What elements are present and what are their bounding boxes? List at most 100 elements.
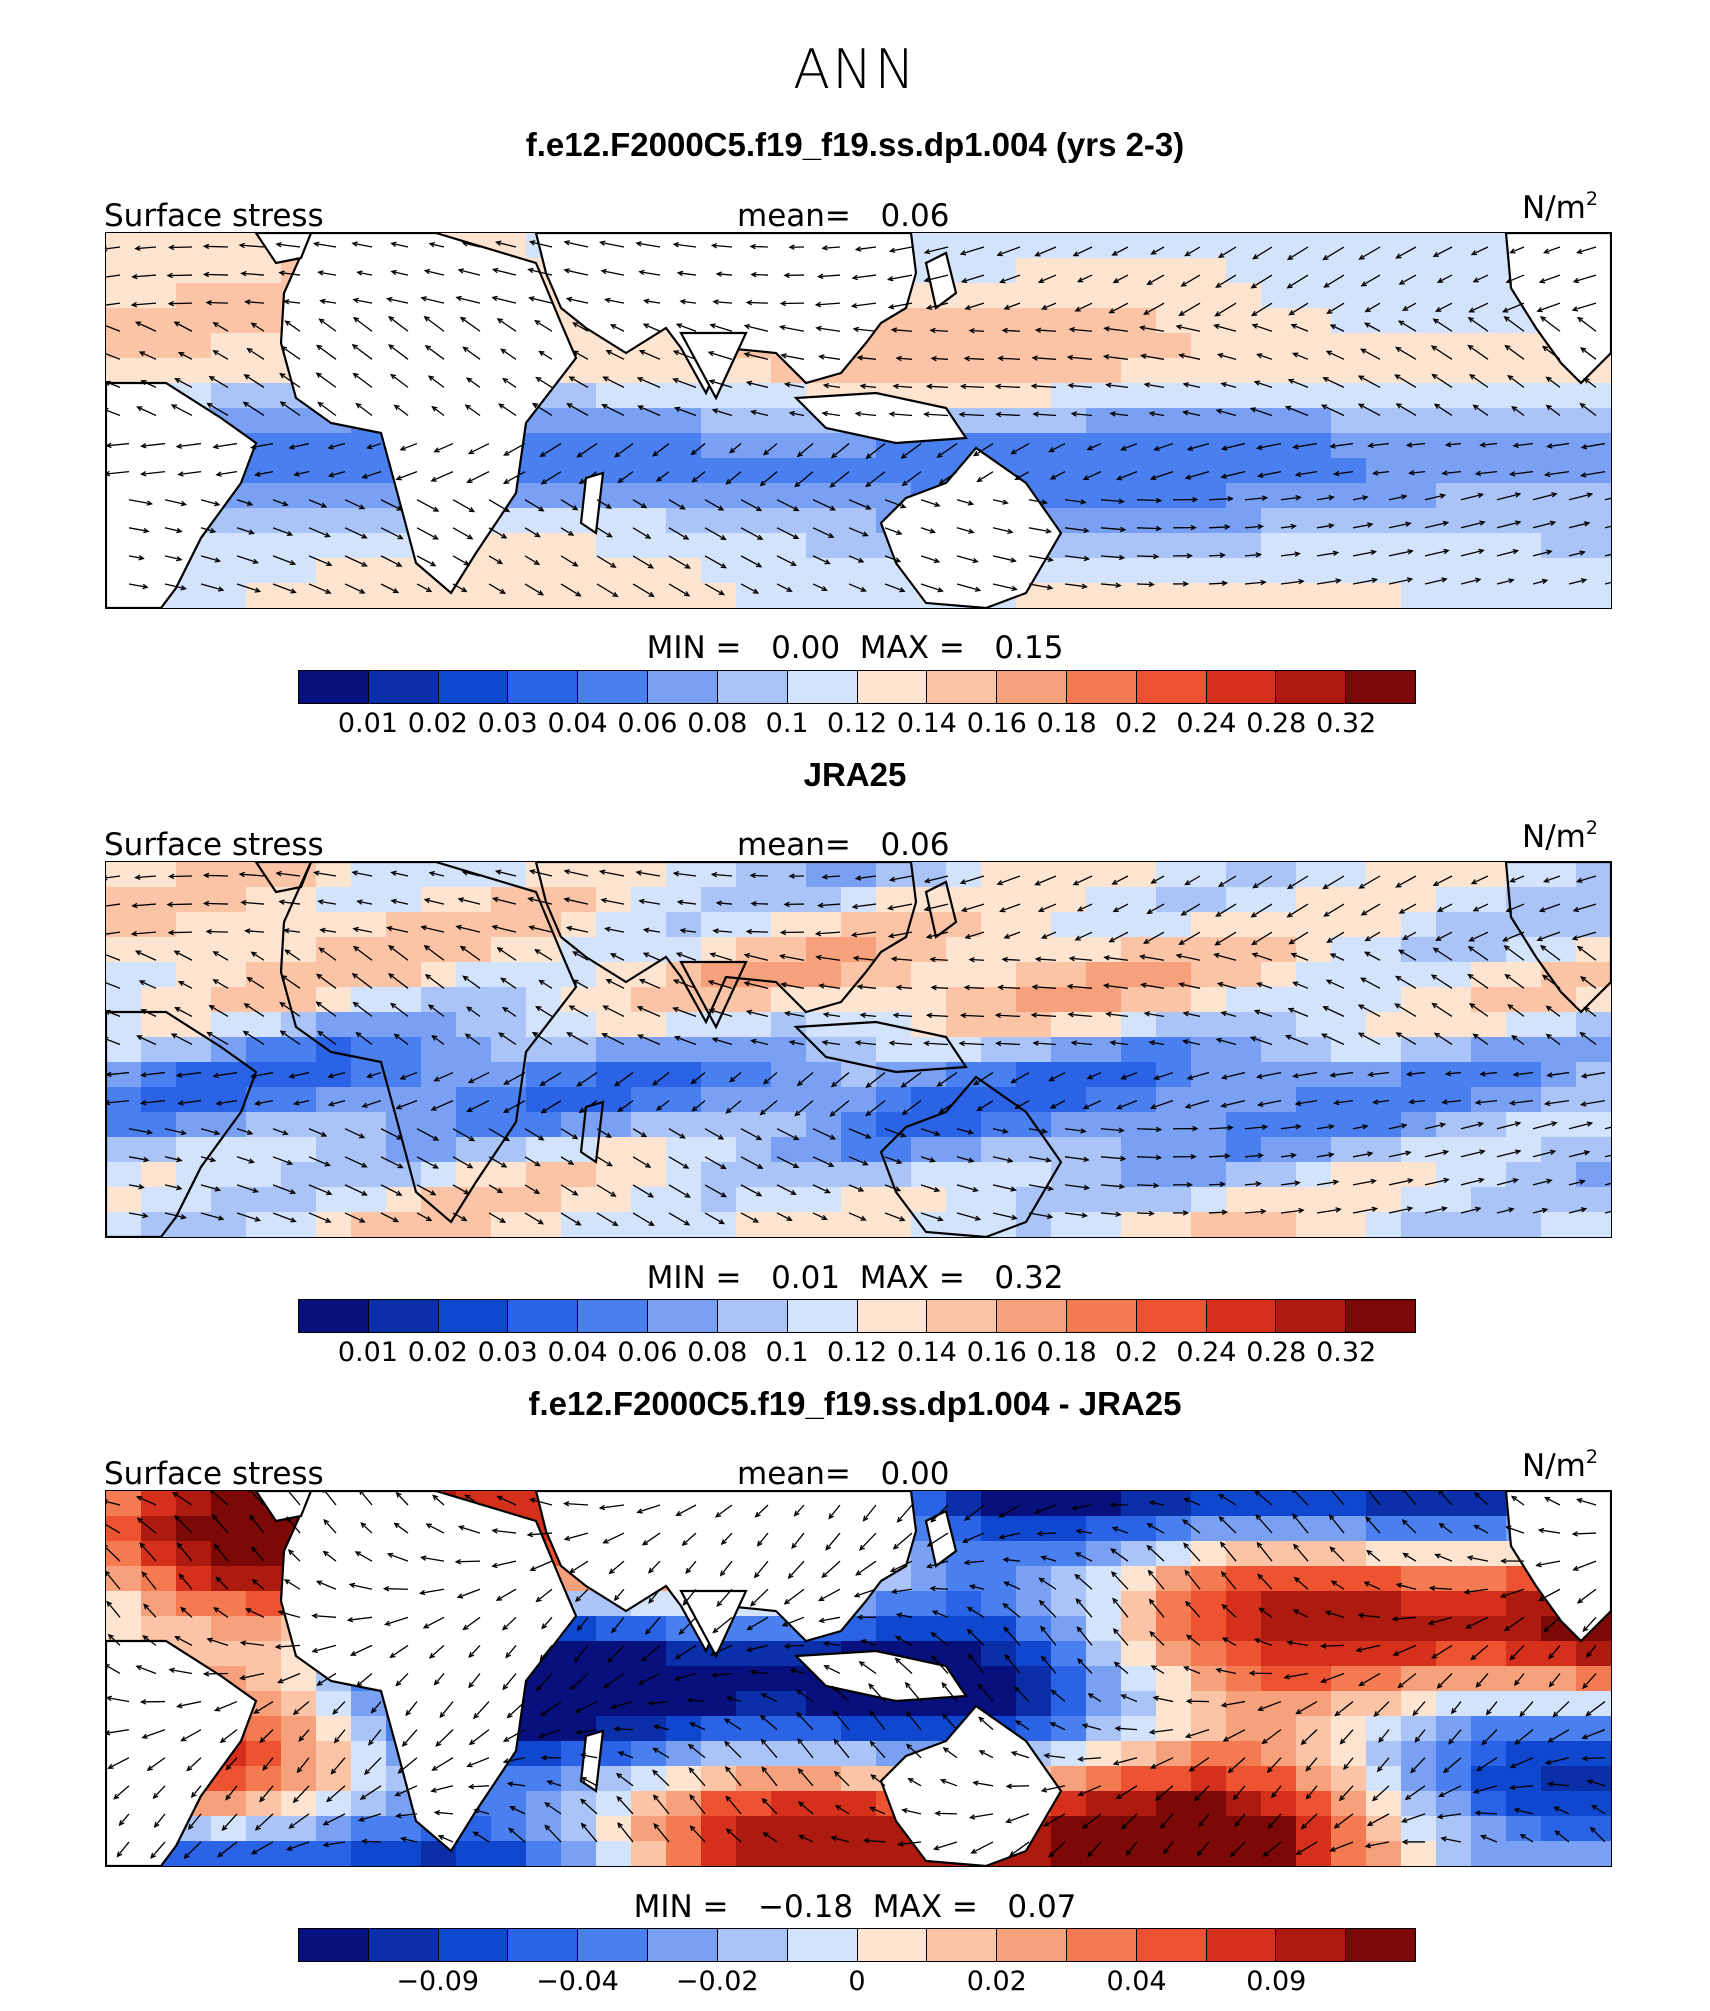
field-cell [1016, 1162, 1052, 1188]
vector-shaft [641, 1644, 661, 1662]
vector-head [176, 1156, 183, 1163]
vector-head [610, 1703, 617, 1710]
vector-head [352, 945, 360, 952]
vector-head [1507, 1003, 1514, 1010]
vector-shaft [204, 273, 229, 276]
field-cell [1331, 1716, 1367, 1742]
colorbar-tick-label: 0.03 [477, 1337, 538, 1368]
vector-head [1153, 553, 1160, 560]
vector-head [793, 506, 800, 512]
field-cell [1226, 258, 1262, 284]
vector-shaft [750, 1588, 769, 1607]
field-cell [1401, 1137, 1437, 1163]
vector-shaft [212, 1514, 229, 1534]
vector-head [1215, 911, 1222, 917]
vector-shaft [852, 903, 877, 908]
field-cell [1366, 1766, 1402, 1792]
field-cell [806, 1816, 842, 1842]
vector-head [143, 1156, 150, 1163]
vector-shaft [825, 1532, 841, 1550]
field-cell [1366, 1566, 1402, 1592]
field-cell [1156, 1062, 1192, 1088]
vector-shaft [863, 1504, 877, 1521]
field-cell [1086, 1162, 1122, 1188]
field-cell [736, 1112, 772, 1138]
field-cell [701, 1766, 737, 1792]
vector-head [967, 1129, 975, 1135]
vector-head [1501, 307, 1509, 313]
field-cell [1226, 458, 1262, 484]
vector-shaft [577, 443, 598, 458]
vector-head [755, 1135, 763, 1141]
field-cell [1156, 1212, 1192, 1237]
vector-head [757, 534, 764, 540]
field-cell [1296, 887, 1332, 913]
vector-shaft [1568, 551, 1585, 557]
field-cell [841, 1716, 877, 1742]
field-cell [1191, 558, 1227, 584]
vector-shaft [1586, 1644, 1597, 1658]
vector-head [1335, 578, 1342, 584]
vector-head [139, 1542, 146, 1549]
vector-shaft [1572, 302, 1597, 311]
vector-shaft [1548, 1644, 1561, 1659]
field-cell [596, 1137, 632, 1163]
field-cell [736, 1666, 772, 1692]
vector-shaft [181, 1729, 202, 1742]
vector-head [925, 1012, 933, 1019]
vector-shaft [785, 383, 805, 389]
vector-head [131, 273, 138, 280]
field-cell [1156, 258, 1192, 284]
vector-head [506, 1712, 513, 1719]
vector-head [850, 931, 858, 938]
vector-head [1398, 279, 1405, 285]
vector-head [1080, 499, 1087, 505]
field-cell [176, 1516, 212, 1542]
field-cell [106, 308, 142, 334]
vector-head [180, 1736, 187, 1742]
vector-head [503, 1079, 510, 1085]
vector-shaft [251, 442, 274, 449]
field-cell [701, 1162, 737, 1188]
vector-head [830, 1081, 837, 1088]
field-cell [1331, 483, 1367, 509]
field-cell [1331, 308, 1367, 334]
vector-head [418, 1589, 426, 1596]
vector-shaft [1577, 246, 1597, 254]
field-cell [1331, 912, 1367, 938]
vector-head [964, 304, 971, 311]
field-cell [841, 862, 877, 888]
vector-shaft [956, 555, 978, 563]
vector-head [719, 1570, 726, 1577]
vector-shaft [243, 401, 265, 417]
vector-shaft [1076, 1598, 1093, 1618]
vector-shaft [992, 499, 1008, 504]
vector-shaft [637, 1006, 661, 1017]
field-cell [806, 558, 842, 584]
vector-shaft [1374, 1701, 1390, 1717]
vector-shaft [1469, 374, 1489, 388]
vector-shaft [529, 297, 553, 304]
vector-head [1360, 910, 1367, 916]
vector-shaft [344, 1156, 367, 1168]
vector-head [598, 869, 606, 875]
vector-head [346, 1616, 354, 1623]
colorbar-swatch [368, 1300, 439, 1332]
vector-shaft [1140, 326, 1165, 332]
coastlines [106, 233, 1611, 608]
vector-head [462, 346, 469, 353]
vector-head [856, 355, 863, 361]
field-cell [981, 887, 1017, 913]
vector-head [778, 324, 786, 331]
field-cell [1471, 1566, 1507, 1592]
vector-shaft [632, 1156, 651, 1168]
vector-head [925, 933, 933, 939]
vector-head [818, 1617, 825, 1624]
vector-shaft [106, 325, 121, 332]
vector-head [901, 480, 908, 487]
vector-head [1503, 1625, 1511, 1632]
field-cell [981, 1666, 1017, 1692]
vector-shaft [1424, 521, 1448, 529]
vector-shaft [136, 950, 157, 961]
field-cell [666, 1841, 702, 1866]
